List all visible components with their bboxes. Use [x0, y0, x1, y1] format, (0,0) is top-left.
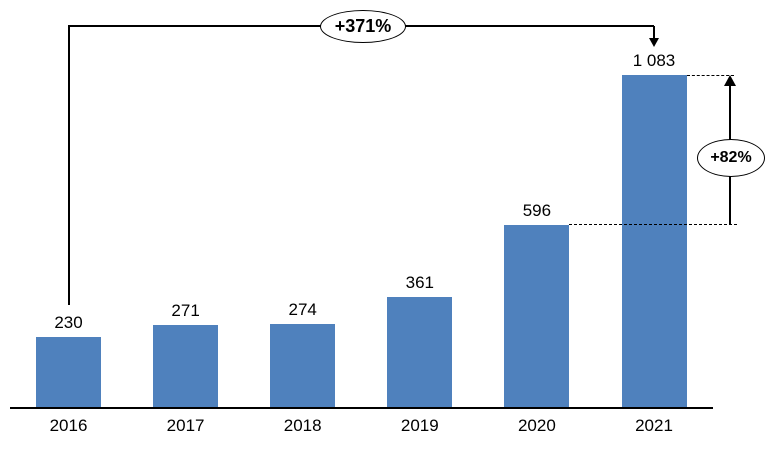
annotation-recent-growth-label: +82% [710, 149, 752, 166]
category-label-2017: 2017 [166, 416, 205, 435]
bracket-line-left [68, 26, 70, 305]
dashed-guide-top [687, 75, 734, 76]
bar-2020 [504, 225, 570, 408]
bar-2016 [36, 337, 101, 408]
bar-2019 [387, 297, 453, 408]
arrowhead-down-icon [648, 38, 659, 47]
category-label-2019: 2019 [400, 416, 439, 435]
value-label-2021: 1 083 [632, 51, 676, 70]
value-label-2018: 274 [288, 300, 317, 319]
category-label-2020: 2020 [517, 416, 556, 435]
arrowhead-up-icon [724, 75, 736, 86]
annotation-total-growth: +371% [320, 10, 406, 43]
x-axis-line [10, 407, 713, 409]
bar-2018 [270, 324, 336, 408]
category-label-2016: 2016 [49, 416, 88, 435]
dashed-guide-bottom [569, 224, 737, 225]
bar-2021 [621, 75, 687, 408]
category-label-2018: 2018 [283, 416, 322, 435]
value-label-2016: 230 [54, 313, 83, 332]
value-label-2019: 361 [405, 273, 434, 292]
category-label-2021: 2021 [635, 416, 673, 435]
value-label-2017: 271 [171, 301, 200, 320]
annotation-total-growth-label: +371% [334, 16, 392, 36]
value-label-2020: 596 [522, 201, 552, 220]
annotation-recent-growth: +82% [697, 139, 765, 177]
bracket-line-right [653, 26, 655, 39]
bar-2017 [153, 325, 219, 408]
